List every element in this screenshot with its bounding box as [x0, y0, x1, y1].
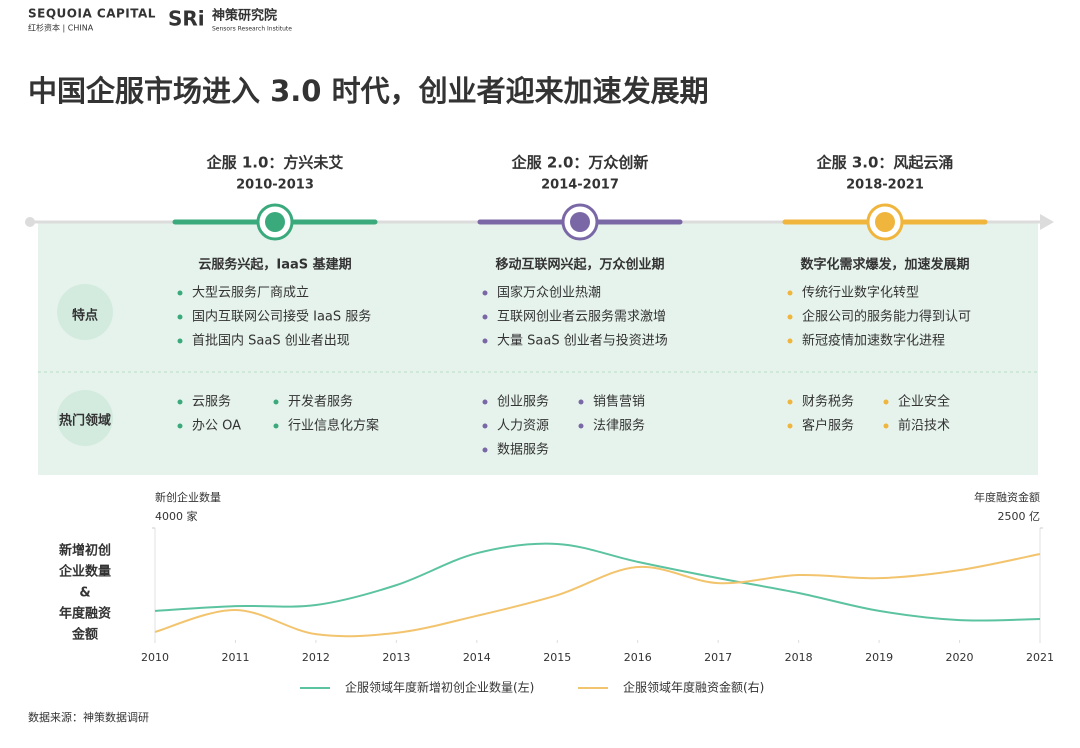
y-title: 金额 — [71, 627, 98, 643]
domain: 创业服务 — [497, 394, 549, 410]
domain: 人力资源 — [497, 419, 549, 434]
x-tick-label: 2019 — [865, 651, 893, 664]
x-tick-label: 2017 — [704, 651, 732, 664]
logo-text: 神策研究院 — [212, 8, 277, 24]
domain: 数据服务 — [497, 442, 549, 458]
x-tick-label: 2014 — [463, 651, 491, 664]
bullet — [787, 338, 793, 344]
x-tick-label: 2021 — [1026, 651, 1054, 664]
bullet — [482, 290, 488, 296]
bullet — [177, 314, 183, 320]
era-heading: 数字化需求爆发，加速发展期 — [800, 257, 969, 273]
bullet — [482, 314, 488, 320]
x-tick-label: 2013 — [382, 651, 410, 664]
era-icon-inner — [265, 212, 285, 232]
x-tick-label: 2011 — [221, 651, 249, 664]
feature: 首批国内 SaaS 创业者出现 — [192, 333, 350, 349]
era-years: 2014-2017 — [541, 178, 619, 193]
y-title: 企业数量 — [58, 564, 111, 580]
y2-tick-label: 2500 亿 — [998, 510, 1041, 523]
bullet — [787, 423, 793, 429]
feature: 国家万众创业热潮 — [497, 285, 601, 301]
y-title: & — [79, 586, 90, 601]
y-tick-label: 4000 家 — [155, 509, 198, 523]
row-icon — [57, 284, 113, 340]
era-heading: 云服务兴起，IaaS 基建期 — [198, 257, 351, 273]
era-years: 2018-2021 — [846, 178, 924, 193]
bullet — [177, 399, 183, 405]
x-tick-label: 2010 — [141, 651, 169, 664]
era-heading: 移动互联网兴起，万众创业期 — [495, 257, 664, 273]
bullet — [482, 423, 488, 429]
era-icon-inner — [570, 212, 590, 232]
domain: 客户服务 — [802, 418, 854, 434]
domain: 企业安全 — [898, 394, 950, 410]
feature: 企服公司的服务能力得到认可 — [802, 309, 971, 325]
logo-mark: SRi — [168, 7, 205, 31]
bullet — [273, 399, 279, 405]
page-title: 中国企服市场进入 3.0 时代，创业者迎来加速发展期 — [28, 74, 709, 108]
era-title: 企服 2.0：万众创新 — [511, 154, 649, 172]
logo-sub: Sensors Research Institute — [212, 26, 292, 33]
y-title: 年度融资 — [59, 606, 111, 622]
bullet — [787, 290, 793, 296]
bullet — [177, 338, 183, 344]
series-line — [154, 553, 1041, 638]
feature: 新冠疫情加速数字化进程 — [802, 333, 945, 349]
legend-label: 企服领域年度融资金额(右) — [623, 680, 764, 695]
feature: 互联网创业者云服务需求激增 — [497, 309, 666, 325]
bullet — [482, 399, 488, 405]
bullet — [273, 423, 279, 429]
bullet — [787, 399, 793, 405]
timeline-start — [25, 217, 35, 227]
domain: 行业信息化方案 — [288, 418, 379, 434]
era-years: 2010-2013 — [236, 178, 314, 193]
y2-axis-label: 年度融资金额 — [974, 490, 1040, 504]
domain: 办公 OA — [192, 419, 241, 434]
era-title: 企服 3.0：风起云涌 — [816, 154, 954, 172]
feature: 传统行业数字化转型 — [802, 286, 919, 301]
bullet — [482, 338, 488, 344]
feature: 大量 SaaS 创业者与投资进场 — [497, 333, 668, 349]
bullet — [883, 399, 889, 405]
era-title: 企服 1.0：方兴未艾 — [206, 154, 344, 172]
domain: 开发者服务 — [288, 394, 353, 410]
bullet — [482, 447, 488, 453]
row-icon — [57, 390, 113, 446]
bullet — [883, 423, 889, 429]
y-title: 新增初创 — [59, 543, 111, 559]
bullet — [578, 399, 584, 405]
domain: 云服务 — [192, 394, 231, 410]
bullet — [787, 314, 793, 320]
x-tick-label: 2020 — [946, 651, 974, 664]
domain: 法律服务 — [593, 418, 645, 434]
domain: 销售营销 — [593, 394, 645, 410]
series-line — [154, 542, 1041, 622]
domain: 前沿技术 — [898, 418, 950, 434]
logo-text: SEQUOIA CAPITAL — [28, 7, 156, 21]
x-tick-label: 2018 — [785, 651, 813, 664]
era-icon-inner — [875, 212, 895, 232]
feature: 大型云服务厂商成立 — [192, 285, 309, 301]
feature: 国内互联网公司接受 IaaS 服务 — [192, 309, 371, 325]
x-tick-label: 2015 — [543, 651, 571, 664]
row-label: 热门领域 — [59, 413, 111, 429]
source: 数据来源：神策数据调研 — [28, 710, 149, 724]
domain: 财务税务 — [802, 394, 854, 410]
x-tick-label: 2016 — [624, 651, 652, 664]
legend-label: 企服领域年度新增初创企业数量(左) — [345, 680, 534, 695]
logo-sub: 红杉资本 | CHINA — [28, 23, 94, 33]
timeline-arrow — [1040, 214, 1054, 230]
x-tick-label: 2012 — [302, 651, 330, 664]
bullet — [578, 423, 584, 429]
panel — [38, 222, 1038, 475]
bullet — [177, 423, 183, 429]
row-label: 特点 — [72, 308, 98, 324]
y-axis-label: 新创企业数量 — [155, 490, 221, 504]
bullet — [177, 290, 183, 296]
